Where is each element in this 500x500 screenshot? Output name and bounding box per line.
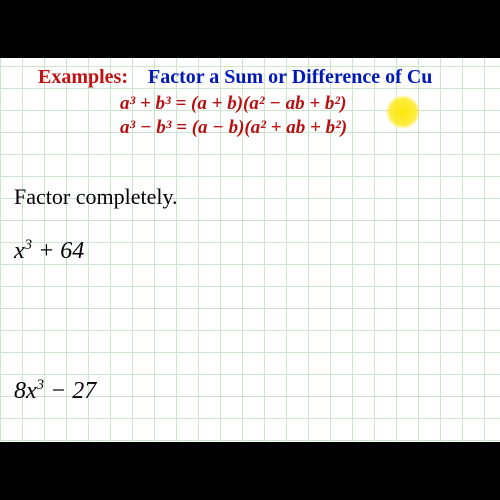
formula-sum-f2: (a² − ab + b²)	[243, 93, 346, 114]
formula-block: a³ + b³ = (a + b)(a² − ab + b²) a³ − b³ …	[120, 92, 492, 140]
p1-var: x	[14, 238, 25, 264]
formula-diff-f1: (a − b)	[192, 117, 245, 138]
p1-exp: 3	[25, 237, 32, 253]
formula-diff-f2: (a² + ab + b²)	[244, 117, 347, 138]
examples-label: Examples:	[38, 66, 128, 88]
formula-sum: a³ + b³ = (a + b)(a² − ab + b²)	[120, 92, 492, 116]
p1-rest: + 64	[32, 238, 84, 264]
p2-coef: 8	[14, 378, 26, 404]
letterbox-top	[0, 0, 500, 58]
formula-diff: a³ − b³ = (a − b)(a² + ab + b²)	[120, 116, 492, 140]
p2-rest: − 27	[44, 378, 96, 404]
p2-var: x	[26, 378, 37, 404]
problem-1: x3 + 64	[14, 238, 84, 265]
problem-2: 8x3 − 27	[14, 378, 96, 405]
p2-exp: 3	[37, 377, 44, 393]
letterbox-bottom	[0, 442, 500, 500]
page-container: Examples: Factor a Sum or Difference of …	[0, 0, 500, 500]
page-title: Factor a Sum or Difference of Cu	[148, 66, 432, 88]
formula-sum-lhs: a³ + b³ =	[120, 93, 191, 114]
instruction-text: Factor completely.	[14, 184, 178, 210]
formula-diff-lhs: a³ − b³ =	[120, 117, 192, 138]
header-line: Examples: Factor a Sum or Difference of …	[38, 66, 492, 89]
formula-sum-f1: (a + b)	[191, 93, 243, 114]
